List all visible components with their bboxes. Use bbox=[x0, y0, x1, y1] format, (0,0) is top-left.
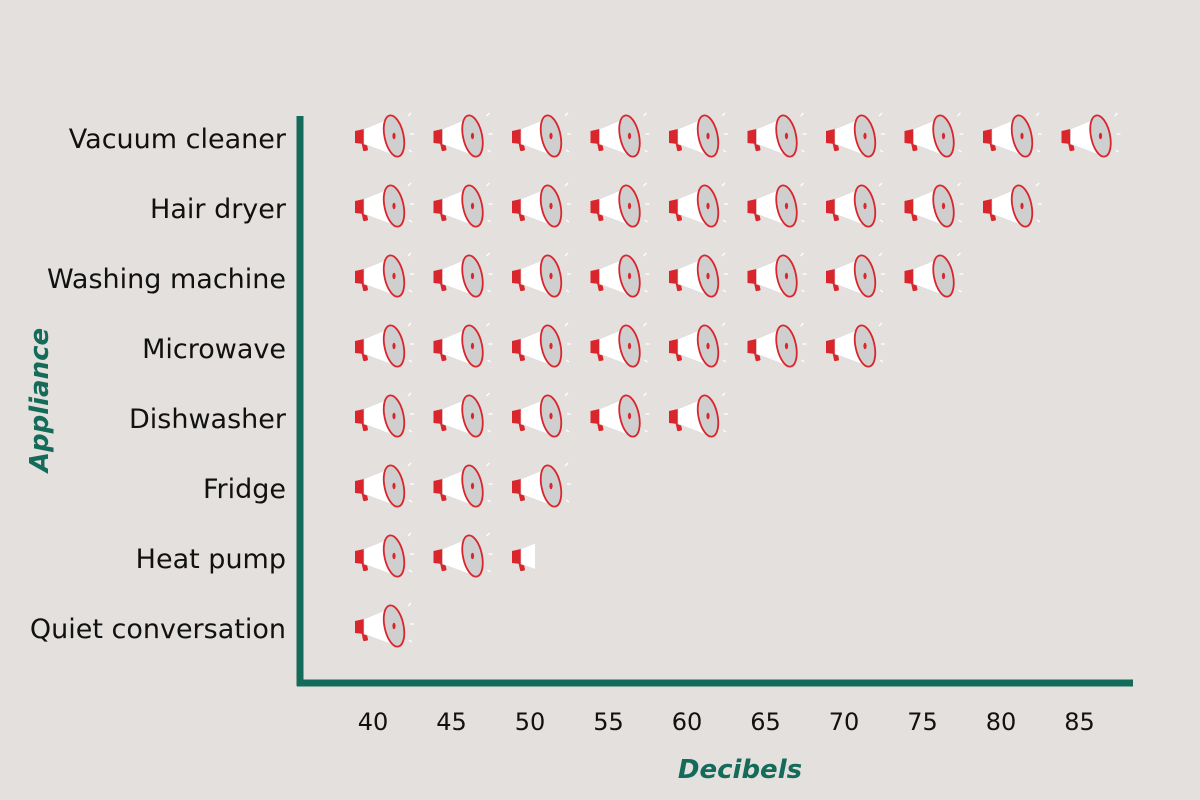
megaphone-icon bbox=[512, 112, 571, 158]
x-axis-title: Decibels bbox=[678, 755, 802, 785]
x-tick-label: 85 bbox=[1064, 708, 1095, 736]
category-label: Quiet conversation bbox=[30, 614, 286, 645]
megaphone-icon bbox=[512, 462, 571, 508]
megaphone-icon bbox=[355, 462, 414, 508]
x-tick-label: 65 bbox=[750, 708, 781, 736]
megaphone-icon bbox=[747, 182, 807, 228]
category-label: Microwave bbox=[142, 334, 286, 365]
megaphone-icon bbox=[669, 182, 728, 228]
megaphone-icon bbox=[826, 182, 885, 228]
icon-row bbox=[355, 112, 1121, 158]
x-tick-label: 45 bbox=[436, 708, 467, 736]
megaphone-icon bbox=[1061, 112, 1121, 158]
megaphone-icon bbox=[904, 182, 964, 228]
megaphone-icon bbox=[826, 322, 885, 368]
megaphone-icon bbox=[590, 252, 650, 298]
megaphone-icon bbox=[669, 252, 728, 298]
megaphone-icon bbox=[355, 602, 414, 648]
megaphone-icon-partial bbox=[512, 542, 535, 572]
megaphone-icon bbox=[433, 252, 493, 298]
megaphone-icon bbox=[590, 322, 650, 368]
x-tick-label: 70 bbox=[829, 708, 860, 736]
megaphone-icon bbox=[904, 112, 964, 158]
megaphone-icon bbox=[512, 182, 571, 228]
icon-row bbox=[355, 392, 728, 438]
category-labels: Vacuum cleaner Hair dryer Washing machine M… bbox=[30, 124, 287, 645]
megaphone-icon bbox=[433, 182, 493, 228]
megaphone-icon bbox=[433, 462, 493, 508]
y-axis-title: Appliance bbox=[25, 328, 55, 474]
icon-row bbox=[355, 182, 1042, 228]
axis-titles: Decibels Appliance bbox=[25, 328, 802, 785]
x-tick-label: 80 bbox=[986, 708, 1017, 736]
megaphone-icon bbox=[433, 322, 493, 368]
x-tick-labels: 40 45 50 55 60 65 70 75 80 85 bbox=[358, 708, 1095, 736]
x-tick-label: 40 bbox=[358, 708, 389, 736]
megaphone-icon bbox=[355, 182, 414, 228]
megaphone-icon bbox=[355, 322, 414, 368]
axes bbox=[296, 116, 1133, 687]
megaphone-icon bbox=[512, 252, 571, 298]
megaphone-icon bbox=[747, 322, 807, 368]
megaphone-icon bbox=[826, 112, 885, 158]
megaphone-icon bbox=[983, 182, 1042, 228]
megaphone-icon bbox=[355, 252, 414, 298]
megaphone-icon bbox=[669, 392, 728, 438]
megaphone-icon bbox=[669, 322, 728, 368]
icon-row bbox=[355, 532, 535, 578]
megaphone-icon bbox=[355, 532, 414, 578]
megaphone-icon bbox=[826, 252, 885, 298]
megaphone-icon bbox=[669, 112, 728, 158]
megaphone-icon bbox=[433, 532, 493, 578]
megaphone-icon bbox=[904, 252, 964, 298]
megaphone-icon bbox=[512, 322, 571, 368]
x-tick-label: 50 bbox=[515, 708, 546, 736]
megaphone-icon bbox=[355, 112, 414, 158]
megaphone-icon bbox=[747, 252, 807, 298]
icon-row bbox=[355, 252, 964, 298]
category-label: Washing machine bbox=[47, 264, 286, 295]
category-label: Vacuum cleaner bbox=[69, 124, 287, 155]
icon-row bbox=[355, 322, 885, 368]
megaphone-icon bbox=[355, 392, 414, 438]
icon-row bbox=[355, 462, 571, 508]
megaphone-icon bbox=[747, 112, 807, 158]
category-label: Heat pump bbox=[136, 544, 286, 575]
category-label: Hair dryer bbox=[150, 194, 287, 225]
icon-rows bbox=[355, 112, 1121, 648]
icon-row bbox=[355, 602, 414, 648]
category-label: Dishwasher bbox=[129, 404, 287, 435]
x-tick-label: 60 bbox=[672, 708, 703, 736]
megaphone-icon bbox=[590, 182, 650, 228]
category-label: Fridge bbox=[203, 474, 286, 505]
megaphone-icon bbox=[433, 392, 493, 438]
x-tick-label: 55 bbox=[593, 708, 624, 736]
megaphone-icon bbox=[433, 112, 493, 158]
megaphone-icon bbox=[512, 392, 571, 438]
x-tick-label: 75 bbox=[907, 708, 938, 736]
megaphone-icon bbox=[590, 112, 650, 158]
megaphone-icon bbox=[590, 392, 650, 438]
megaphone-icon bbox=[983, 112, 1042, 158]
